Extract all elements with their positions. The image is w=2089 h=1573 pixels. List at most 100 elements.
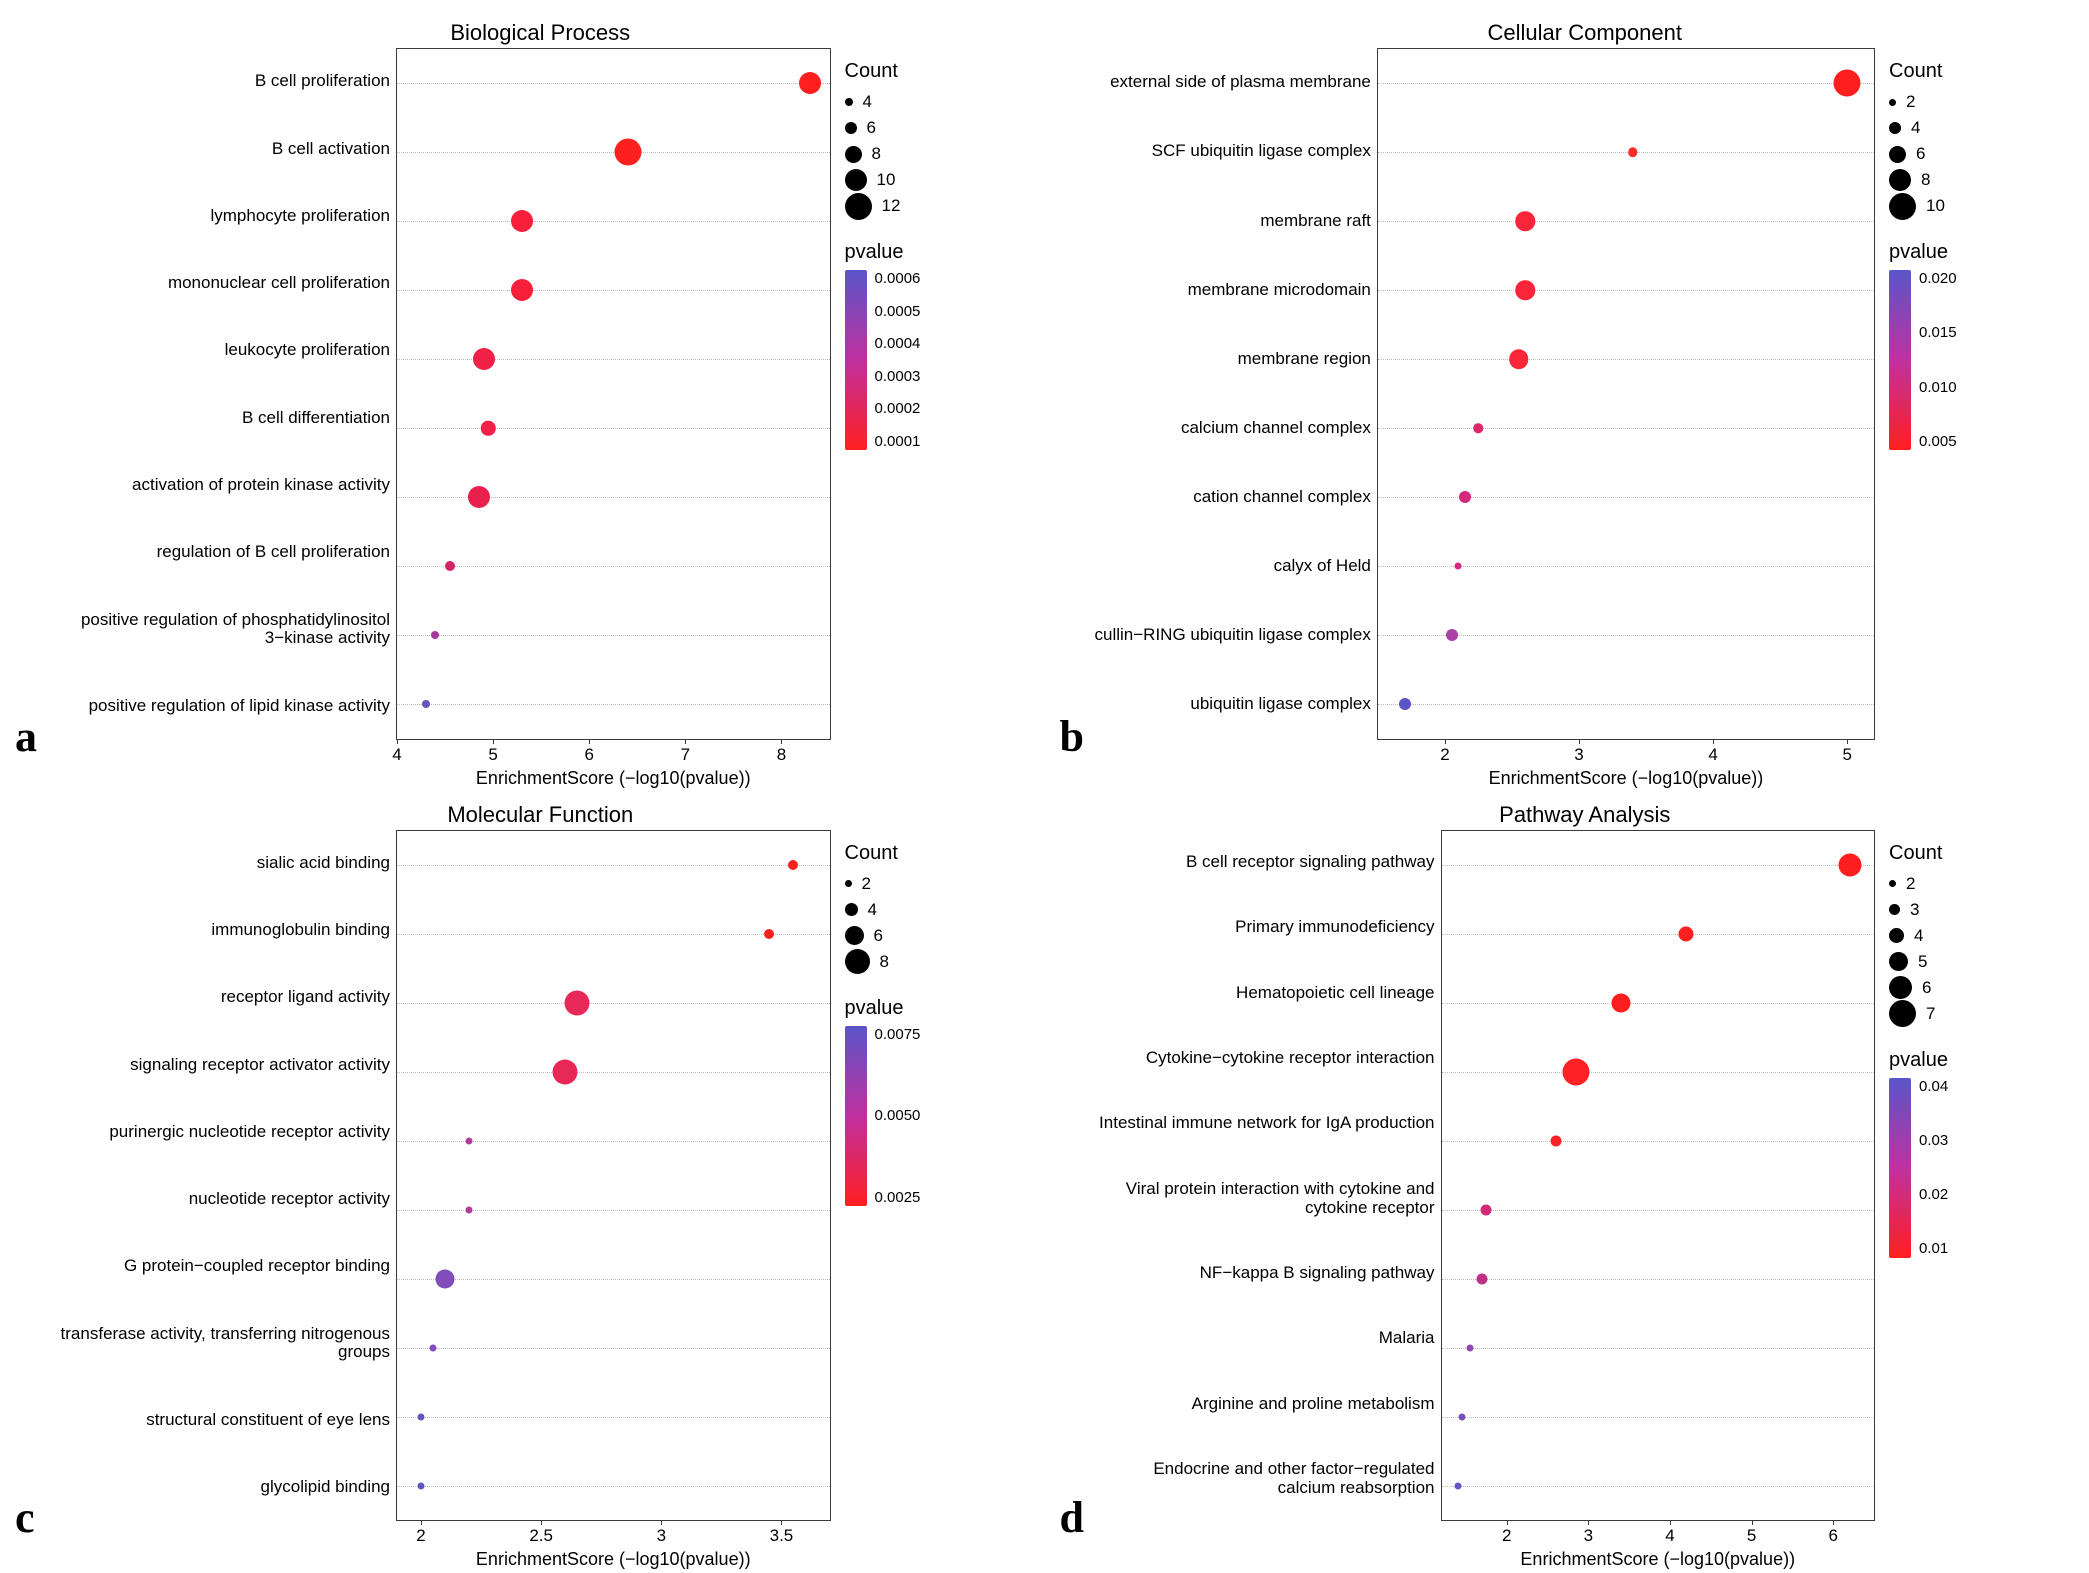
- x-axis-label: EnrichmentScore (−log10(pvalue)): [1489, 768, 1764, 789]
- data-point: [1459, 491, 1471, 503]
- gridline: [1442, 865, 1875, 866]
- gridline: [1442, 1141, 1875, 1142]
- count-legend-label: 6: [867, 118, 876, 138]
- count-legend-dot: [845, 926, 864, 945]
- data-point: [764, 929, 774, 939]
- plot-box: 22.533.5EnrichmentScore (−log10(pvalue)): [396, 830, 831, 1522]
- count-legend-dot: [1889, 122, 1901, 134]
- x-tick: [781, 739, 782, 744]
- count-legend-label: 4: [863, 92, 872, 112]
- gridline: [1442, 1486, 1875, 1487]
- gridline: [1378, 497, 1874, 498]
- count-legend-row: 6: [845, 923, 1025, 949]
- pvalue-legend: pvalue0.00750.00500.0025: [845, 997, 1025, 1206]
- gridline: [1378, 428, 1874, 429]
- legend-area: Count2468pvalue0.00750.00500.0025: [831, 802, 1025, 1554]
- x-tick: [589, 739, 590, 744]
- gridline: [397, 497, 830, 498]
- y-label: sialic acid binding: [257, 854, 390, 873]
- data-point: [1516, 281, 1536, 301]
- count-legend-label: 2: [862, 874, 871, 894]
- x-tick-label: 5: [1842, 745, 1851, 765]
- x-tick: [1507, 1520, 1508, 1525]
- count-legend-dot: [1889, 1000, 1916, 1027]
- count-legend-label: 6: [1916, 144, 1925, 164]
- colorbar-label: 0.03: [1919, 1132, 1948, 1149]
- count-legend-row: 6: [1889, 141, 2069, 167]
- x-tick-label: 2: [1440, 745, 1449, 765]
- count-legend-label: 6: [874, 926, 883, 946]
- x-tick-label: 5: [1747, 1526, 1756, 1546]
- colorbar-label: 0.0005: [875, 303, 921, 320]
- data-point: [1446, 629, 1458, 641]
- pvalue-legend: pvalue0.00060.00050.00040.00030.00020.00…: [845, 241, 1025, 450]
- x-tick-label: 5: [488, 745, 497, 765]
- y-label: positive regulation of lipid kinase acti…: [89, 697, 390, 716]
- x-tick: [1670, 1520, 1671, 1525]
- pvalue-legend-title: pvalue: [845, 241, 1025, 264]
- count-legend-label: 2: [1906, 874, 1915, 894]
- data-point: [473, 348, 495, 370]
- gridline: [397, 1072, 830, 1073]
- y-label: Primary immunodeficiency: [1235, 918, 1434, 937]
- count-legend-row: 6: [845, 115, 1025, 141]
- count-legend-dot: [845, 98, 853, 106]
- count-legend-label: 4: [1911, 118, 1920, 138]
- data-point: [1454, 1482, 1461, 1489]
- y-label: B cell differentiation: [242, 409, 390, 428]
- data-point: [1509, 350, 1529, 370]
- x-tick-label: 2: [416, 1526, 425, 1546]
- count-legend-dot: [845, 903, 858, 916]
- gridline: [1442, 1072, 1875, 1073]
- colorbar-label: 0.0006: [875, 270, 921, 287]
- data-point: [565, 990, 590, 1015]
- count-legend-row: 2: [1889, 89, 2069, 115]
- count-legend-row: 6: [1889, 975, 2069, 1001]
- colorbar-label: 0.020: [1919, 270, 1957, 287]
- y-label: purinergic nucleotide receptor activity: [109, 1123, 390, 1142]
- gridline: [397, 704, 830, 705]
- y-label: Cytokine−cytokine receptor interaction: [1146, 1049, 1435, 1068]
- x-tick: [493, 739, 494, 744]
- count-legend-dot: [1889, 880, 1896, 887]
- colorbar-labels: 0.00750.00500.0025: [875, 1026, 921, 1206]
- panel-a: aBiological ProcessB cell proliferationB…: [20, 20, 1025, 772]
- chart-area: Biological ProcessB cell proliferationB …: [50, 20, 831, 772]
- y-label: external side of plasma membrane: [1110, 73, 1371, 92]
- colorbar-label: 0.01: [1919, 1240, 1948, 1257]
- colorbar: [845, 1026, 867, 1206]
- x-tick: [1713, 739, 1714, 744]
- count-legend-title: Count: [845, 60, 1025, 83]
- y-label: glycolipid binding: [261, 1478, 390, 1497]
- y-label: leukocyte proliferation: [225, 341, 390, 360]
- data-point: [799, 72, 821, 94]
- data-point: [511, 279, 533, 301]
- count-legend-title: Count: [845, 842, 1025, 865]
- x-tick-label: 2.5: [529, 1526, 553, 1546]
- data-point: [418, 1413, 425, 1420]
- count-legend-label: 8: [872, 144, 881, 164]
- y-label: SCF ubiquitin ligase complex: [1152, 142, 1371, 161]
- gridline: [1442, 1210, 1875, 1211]
- colorbar: [1889, 270, 1911, 450]
- y-label: positive regulation of phosphatidylinosi…: [50, 611, 390, 648]
- panel-letter: c: [15, 1492, 35, 1543]
- pvalue-legend: pvalue0.040.030.020.01: [1889, 1049, 2069, 1258]
- chart-title: Cellular Component: [1295, 20, 1876, 46]
- gridline: [1378, 221, 1874, 222]
- chart-area: Molecular Functionsialic acid bindingimm…: [50, 802, 831, 1554]
- count-legend-dot: [1889, 146, 1906, 163]
- data-point: [1838, 853, 1861, 876]
- chart-title: Molecular Function: [250, 802, 831, 828]
- y-label: NF−kappa B signaling pathway: [1200, 1264, 1435, 1283]
- x-tick-label: 3: [1574, 745, 1583, 765]
- x-tick: [1579, 739, 1580, 744]
- gridline: [397, 1210, 830, 1211]
- data-point: [466, 1137, 473, 1144]
- x-tick-label: 3.5: [770, 1526, 794, 1546]
- x-axis-label: EnrichmentScore (−log10(pvalue)): [1520, 1549, 1795, 1570]
- count-legend-label: 5: [1918, 952, 1927, 972]
- count-legend: Count2468: [845, 842, 1025, 975]
- count-legend: Count4681012: [845, 60, 1025, 219]
- y-axis-labels: B cell proliferationB cell activationlym…: [50, 48, 396, 740]
